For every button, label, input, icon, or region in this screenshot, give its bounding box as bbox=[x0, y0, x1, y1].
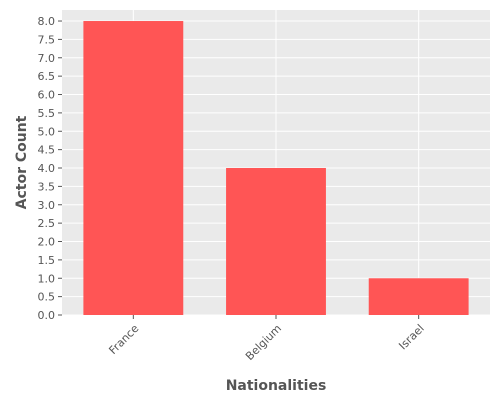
x-tick-label: France bbox=[106, 322, 141, 357]
x-tick-label: Belgium bbox=[243, 322, 284, 363]
y-tick-label: 3.5 bbox=[38, 180, 56, 193]
y-tick-label: 4.5 bbox=[38, 144, 56, 157]
y-tick-label: 1.0 bbox=[38, 272, 56, 285]
y-tick-label: 8.0 bbox=[38, 15, 56, 28]
y-tick-label: 6.0 bbox=[38, 89, 56, 102]
y-tick-label: 2.0 bbox=[38, 236, 56, 249]
y-tick-label: 7.0 bbox=[38, 52, 56, 65]
y-tick-label: 0.5 bbox=[38, 291, 56, 304]
x-tick-label: Israel bbox=[396, 322, 426, 352]
y-axis-title: Actor Count bbox=[14, 115, 30, 209]
bars bbox=[83, 21, 469, 315]
y-tick-label: 0.0 bbox=[38, 309, 56, 322]
y-tick-label: 1.5 bbox=[38, 254, 56, 267]
y-tick-label: 5.5 bbox=[38, 107, 56, 120]
y-tick-label: 2.5 bbox=[38, 217, 56, 230]
y-tick-label: 4.0 bbox=[38, 162, 56, 175]
y-tick-label: 5.0 bbox=[38, 125, 56, 138]
x-axis-ticks: France Belgium Israel bbox=[106, 315, 427, 363]
bar-israel bbox=[368, 278, 469, 315]
y-tick-label: 6.5 bbox=[38, 70, 56, 83]
y-tick-label: 7.5 bbox=[38, 33, 56, 46]
y-axis-ticks: 0.0 0.5 1.0 1.5 2.0 2.5 3.0 3.5 4.0 4.5 5.0 5.5 6.0 6… bbox=[38, 15, 62, 322]
bar-france bbox=[83, 21, 184, 315]
x-axis-title: Nationalities bbox=[226, 378, 327, 394]
y-tick-label: 3.0 bbox=[38, 199, 56, 212]
bar-belgium bbox=[226, 168, 326, 315]
